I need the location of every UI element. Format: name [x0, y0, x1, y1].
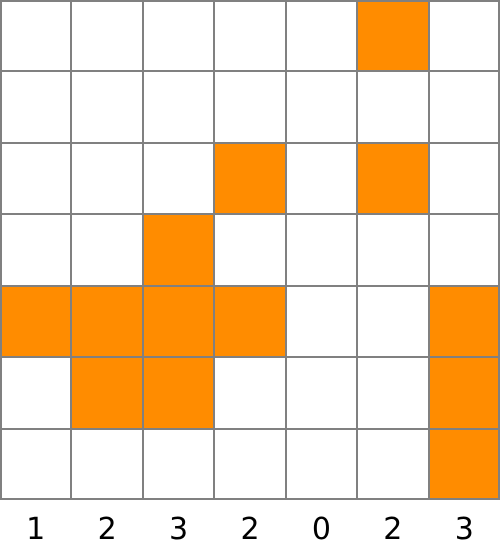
grid-line-horizontal	[0, 0, 500, 2]
filled-cell[interactable]	[428, 285, 500, 358]
empty-cell[interactable]	[214, 214, 286, 286]
empty-cell[interactable]	[285, 428, 358, 500]
column-clue: 3	[454, 512, 474, 547]
column-clue: 2	[240, 512, 260, 547]
empty-cell[interactable]	[71, 428, 143, 500]
grid-line-vertical	[356, 0, 359, 500]
empty-cell[interactable]	[142, 428, 215, 500]
empty-cell[interactable]	[142, 142, 215, 215]
filled-cell[interactable]	[0, 285, 72, 358]
empty-cell[interactable]	[285, 357, 358, 429]
empty-cell[interactable]	[357, 285, 429, 358]
empty-cell[interactable]	[71, 0, 143, 72]
grid-line-horizontal	[0, 141, 500, 144]
column-clue: 2	[97, 512, 117, 547]
filled-cell[interactable]	[71, 357, 143, 429]
grid-line-vertical	[498, 0, 500, 500]
empty-cell[interactable]	[0, 142, 72, 215]
column-clue: 1	[26, 512, 46, 547]
empty-cell[interactable]	[0, 0, 72, 72]
empty-cell[interactable]	[357, 214, 429, 286]
grid-line-vertical	[284, 0, 287, 500]
empty-cell[interactable]	[0, 357, 72, 429]
grid-line-horizontal	[0, 70, 500, 73]
column-clue: 0	[311, 512, 331, 547]
empty-cell[interactable]	[428, 142, 500, 215]
empty-cell[interactable]	[0, 214, 72, 286]
filled-cell[interactable]	[428, 357, 500, 429]
grid-line-horizontal	[0, 284, 500, 287]
empty-cell[interactable]	[428, 214, 500, 286]
filled-cell[interactable]	[142, 357, 215, 429]
empty-cell[interactable]	[428, 71, 500, 143]
empty-cell[interactable]	[285, 71, 358, 143]
column-clue: 2	[383, 512, 403, 547]
puzzle-board	[0, 0, 500, 500]
empty-cell[interactable]	[214, 357, 286, 429]
empty-cell[interactable]	[214, 0, 286, 72]
grid-line-horizontal	[0, 498, 500, 500]
empty-cell[interactable]	[0, 428, 72, 500]
empty-cell[interactable]	[428, 0, 500, 72]
filled-cell[interactable]	[71, 285, 143, 358]
empty-cell[interactable]	[71, 71, 143, 143]
empty-cell[interactable]	[71, 214, 143, 286]
filled-cell[interactable]	[357, 0, 429, 72]
empty-cell[interactable]	[285, 142, 358, 215]
empty-cell[interactable]	[285, 285, 358, 358]
empty-cell[interactable]	[71, 142, 143, 215]
empty-cell[interactable]	[0, 71, 72, 143]
grid-line-horizontal	[0, 427, 500, 430]
grid-line-horizontal	[0, 213, 500, 216]
grid-line-vertical	[141, 0, 144, 500]
column-clue: 3	[169, 512, 189, 547]
grid-line-vertical	[70, 0, 73, 500]
grid-line-vertical	[213, 0, 216, 500]
empty-cell[interactable]	[214, 428, 286, 500]
filled-cell[interactable]	[357, 142, 429, 215]
grid-line-vertical	[427, 0, 430, 500]
empty-cell[interactable]	[285, 0, 358, 72]
empty-cell[interactable]	[142, 71, 215, 143]
empty-cell[interactable]	[357, 357, 429, 429]
grid-line-vertical	[0, 0, 2, 500]
empty-cell[interactable]	[357, 428, 429, 500]
empty-cell[interactable]	[285, 214, 358, 286]
filled-cell[interactable]	[214, 285, 286, 358]
filled-cell[interactable]	[428, 428, 500, 500]
filled-cell[interactable]	[142, 285, 215, 358]
empty-cell[interactable]	[214, 71, 286, 143]
empty-cell[interactable]	[357, 71, 429, 143]
filled-cell[interactable]	[142, 214, 215, 286]
empty-cell[interactable]	[142, 0, 215, 72]
grid-line-horizontal	[0, 356, 500, 359]
filled-cell[interactable]	[214, 142, 286, 215]
